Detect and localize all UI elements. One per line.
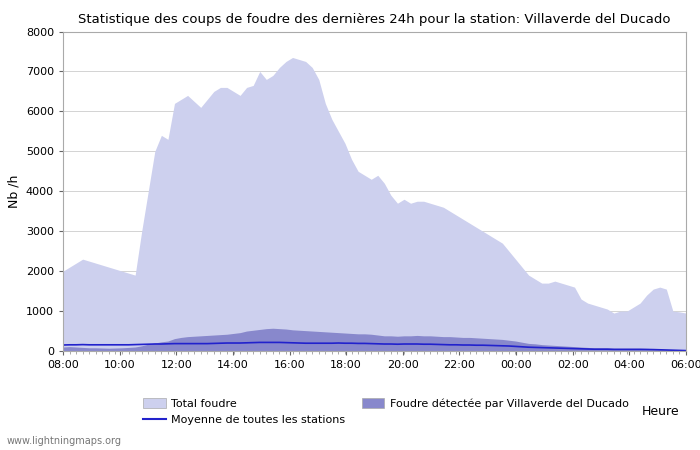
Text: Heure: Heure xyxy=(641,405,679,418)
Title: Statistique des coups de foudre des dernières 24h pour la station: Villaverde de: Statistique des coups de foudre des dern… xyxy=(78,13,671,26)
Legend: Total foudre, Moyenne de toutes les stations, Foudre détectée par Villaverde del: Total foudre, Moyenne de toutes les stat… xyxy=(144,398,629,425)
Y-axis label: Nb /h: Nb /h xyxy=(7,175,20,208)
Text: www.lightningmaps.org: www.lightningmaps.org xyxy=(7,436,122,446)
